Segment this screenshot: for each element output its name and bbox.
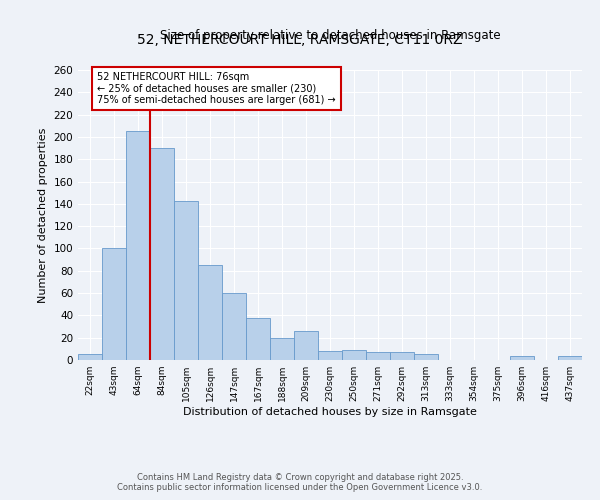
Bar [390, 352, 414, 360]
Bar [414, 354, 438, 360]
Bar [150, 148, 174, 360]
Bar [78, 354, 102, 360]
Text: Contains HM Land Registry data © Crown copyright and database right 2025.: Contains HM Land Registry data © Crown c… [137, 472, 463, 482]
Text: 52, NETHERCOURT HILL, RAMSGATE, CT11 0RZ: 52, NETHERCOURT HILL, RAMSGATE, CT11 0RZ [137, 32, 463, 46]
Bar [246, 318, 270, 360]
Bar [558, 356, 582, 360]
Text: Contains public sector information licensed under the Open Government Licence v3: Contains public sector information licen… [118, 482, 482, 492]
Bar [222, 293, 246, 360]
Bar [366, 352, 390, 360]
Bar [510, 356, 534, 360]
Bar [294, 331, 318, 360]
Bar [318, 351, 342, 360]
Y-axis label: Number of detached properties: Number of detached properties [38, 128, 48, 302]
X-axis label: Distribution of detached houses by size in Ramsgate: Distribution of detached houses by size … [183, 407, 477, 417]
Bar [270, 338, 294, 360]
Bar [102, 248, 126, 360]
Bar [174, 200, 198, 360]
Bar [126, 132, 150, 360]
Title: Size of property relative to detached houses in Ramsgate: Size of property relative to detached ho… [160, 30, 500, 43]
Bar [342, 350, 366, 360]
Text: 52 NETHERCOURT HILL: 76sqm
← 25% of detached houses are smaller (230)
75% of sem: 52 NETHERCOURT HILL: 76sqm ← 25% of deta… [97, 72, 336, 106]
Bar [198, 265, 222, 360]
